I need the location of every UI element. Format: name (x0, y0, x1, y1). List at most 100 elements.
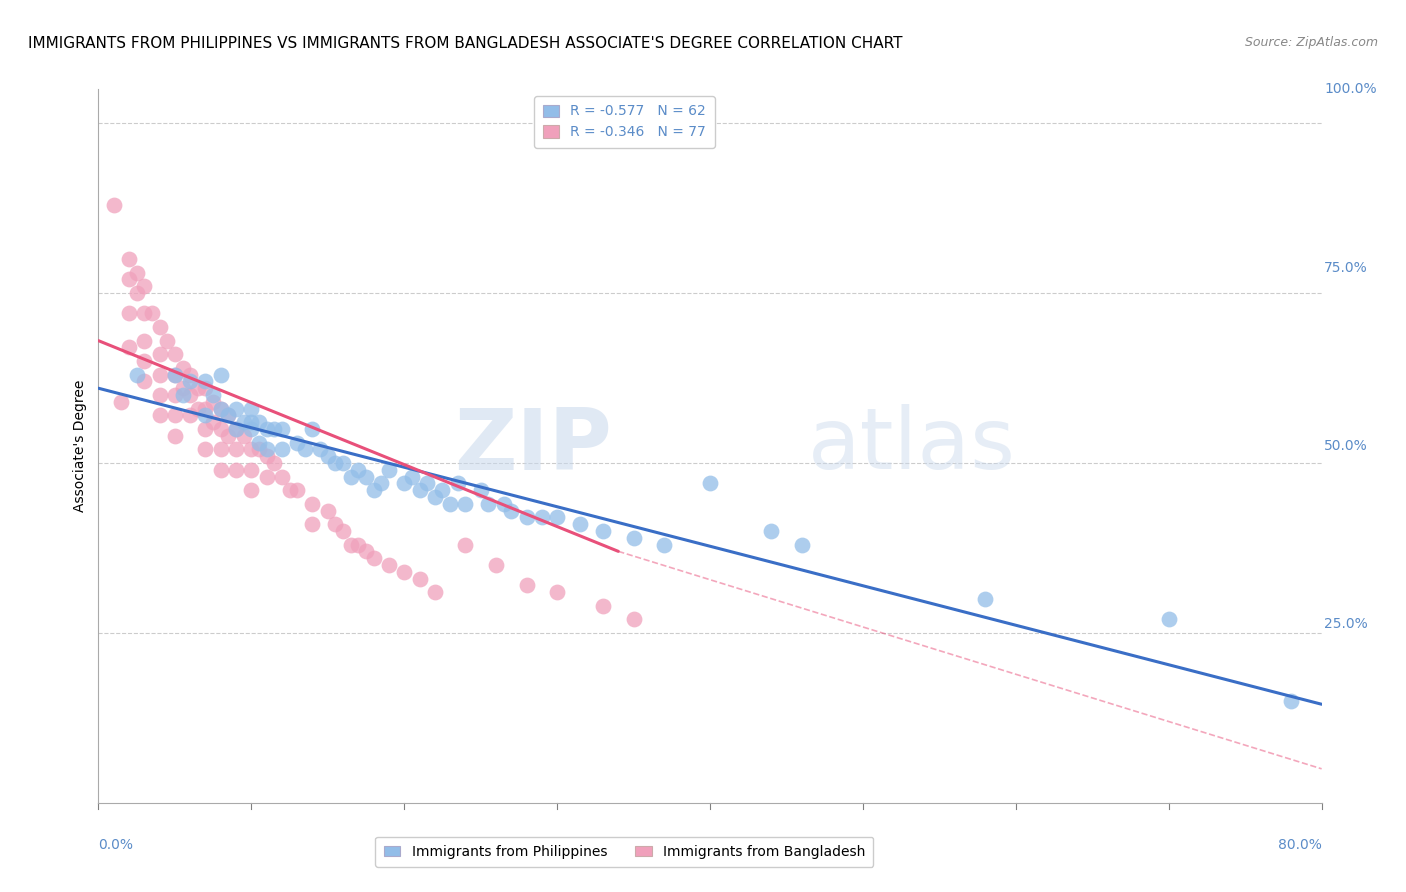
Point (247, 435, 270, 450)
Point (118, 252, 141, 266)
Point (217, 409, 239, 423)
Point (263, 422, 285, 436)
Point (202, 394, 225, 409)
Point (301, 497, 323, 511)
Point (325, 517, 347, 532)
Point (209, 463, 232, 477)
Point (194, 409, 217, 423)
Point (623, 531, 645, 545)
Point (447, 476, 470, 491)
Point (187, 401, 209, 416)
Point (392, 565, 416, 579)
Point (217, 409, 239, 423)
Point (179, 409, 201, 423)
Text: ZIP: ZIP (454, 404, 612, 488)
Point (285, 435, 308, 450)
Point (240, 422, 263, 436)
Text: atlas: atlas (808, 404, 1017, 488)
Text: 75.0%: 75.0% (1324, 260, 1368, 275)
Point (240, 415, 263, 429)
Point (294, 442, 316, 457)
Point (118, 306, 141, 320)
Point (179, 388, 201, 402)
Point (194, 381, 217, 395)
Point (439, 497, 461, 511)
Point (225, 401, 247, 416)
Point (163, 368, 186, 382)
Point (103, 198, 125, 212)
Point (209, 401, 232, 416)
Point (1157, 612, 1180, 626)
Point (240, 442, 263, 457)
Point (546, 585, 568, 599)
Point (156, 334, 179, 348)
Point (163, 368, 186, 382)
Text: 80.0%: 80.0% (1278, 838, 1322, 853)
Point (232, 429, 254, 443)
Point (569, 517, 592, 532)
Point (172, 360, 194, 375)
Point (270, 469, 292, 483)
Point (172, 381, 194, 395)
Point (316, 449, 339, 463)
Point (285, 483, 308, 498)
Point (163, 409, 186, 423)
Point (179, 368, 201, 382)
Point (530, 510, 553, 524)
Point (149, 388, 172, 402)
Point (454, 537, 477, 551)
Point (454, 497, 477, 511)
Point (309, 442, 332, 457)
Point (759, 524, 782, 538)
Point (492, 497, 515, 511)
Point (149, 368, 172, 382)
Point (110, 394, 132, 409)
Point (194, 375, 217, 389)
Point (263, 456, 285, 470)
Point (202, 415, 225, 429)
Point (974, 591, 997, 606)
Point (247, 442, 270, 457)
Point (118, 272, 141, 286)
Point (134, 279, 156, 293)
Point (225, 422, 247, 436)
Point (225, 422, 247, 436)
Point (134, 375, 156, 389)
Point (432, 483, 454, 498)
Point (187, 381, 209, 395)
Point (240, 483, 263, 498)
Text: IMMIGRANTS FROM PHILIPPINES VS IMMIGRANTS FROM BANGLADESH ASSOCIATE'S DEGREE COR: IMMIGRANTS FROM PHILIPPINES VS IMMIGRANT… (28, 36, 903, 51)
Point (209, 442, 232, 457)
Point (209, 401, 232, 416)
Point (125, 368, 148, 382)
Point (416, 476, 439, 491)
Point (149, 347, 172, 361)
Point (179, 375, 201, 389)
Point (125, 286, 148, 301)
Point (194, 442, 217, 457)
Point (256, 422, 278, 436)
Point (149, 409, 172, 423)
Point (516, 510, 538, 524)
Point (316, 503, 339, 517)
Point (401, 469, 423, 483)
Point (256, 449, 278, 463)
Point (149, 320, 172, 334)
Point (240, 463, 263, 477)
Point (202, 388, 225, 402)
Point (301, 517, 323, 532)
Point (125, 266, 148, 280)
Point (256, 442, 278, 457)
Point (546, 510, 568, 524)
Point (485, 558, 508, 572)
Point (423, 490, 446, 504)
Point (141, 306, 163, 320)
Legend: Immigrants from Philippines, Immigrants from Bangladesh: Immigrants from Philippines, Immigrants … (375, 837, 873, 867)
Point (347, 463, 370, 477)
Point (240, 401, 263, 416)
Point (209, 368, 232, 382)
Point (225, 442, 247, 457)
Point (408, 572, 430, 586)
Point (370, 476, 392, 491)
Point (134, 306, 156, 320)
